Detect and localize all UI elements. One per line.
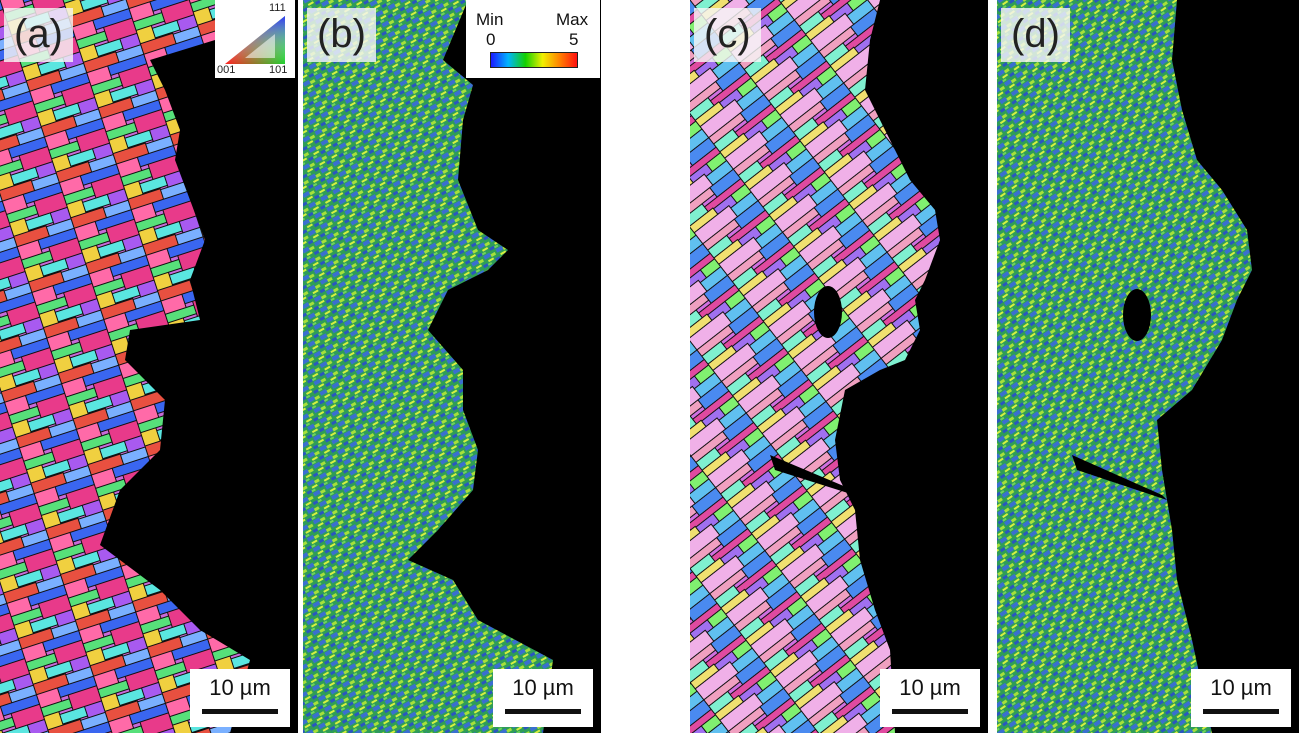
scale-bar-line-a	[202, 709, 278, 714]
panel-label-b: (b)	[307, 8, 376, 62]
colorbar-min-value: 0	[486, 30, 496, 49]
ipf-map-a	[0, 0, 298, 733]
ipf-label-101: 101	[269, 64, 288, 76]
ipf-label-001: 001	[217, 64, 236, 76]
panel-label-c: (c)	[694, 8, 761, 62]
scale-bar-line-d	[1203, 709, 1279, 714]
scale-bar-text-b: 10 µm	[512, 675, 574, 700]
panel-label-a: (a)	[4, 8, 73, 62]
colorbar-max-label: Max	[556, 10, 589, 29]
ipf-color-key: 111 001 101	[215, 0, 295, 78]
ipf-triangle	[225, 16, 285, 64]
scale-bar-b: 10 µm	[493, 669, 593, 727]
ipf-label-111: 111	[269, 2, 286, 14]
panel-c-ipf-map: (c) 10 µm	[690, 0, 988, 733]
panel-label-d: (d)	[1001, 8, 1070, 62]
scale-bar-c: 10 µm	[880, 669, 980, 727]
panel-d-kam-map: (d) 10 µm	[997, 0, 1299, 733]
panel-b-kam-map: (b) 10 µm	[303, 0, 601, 733]
scale-bar-text-d: 10 µm	[1210, 675, 1272, 700]
scale-bar-a: 10 µm	[190, 669, 290, 727]
panel-a-ipf-map: (a) 10 µm	[0, 0, 298, 733]
kam-colorbar: Min Max 0 5	[466, 0, 600, 78]
scale-bar-line-b	[505, 709, 581, 714]
scale-bar-text-a: 10 µm	[209, 675, 271, 700]
scale-bar-d: 10 µm	[1191, 669, 1291, 727]
colorbar-max-value: 5	[569, 30, 579, 49]
scale-bar-text-c: 10 µm	[899, 675, 961, 700]
kam-map-b	[303, 0, 601, 733]
scale-bar-line-c	[892, 709, 968, 714]
kam-map-d	[997, 0, 1299, 733]
ipf-map-c	[690, 0, 988, 733]
colorbar-min-label: Min	[476, 10, 504, 29]
colorbar-gradient	[490, 52, 578, 68]
